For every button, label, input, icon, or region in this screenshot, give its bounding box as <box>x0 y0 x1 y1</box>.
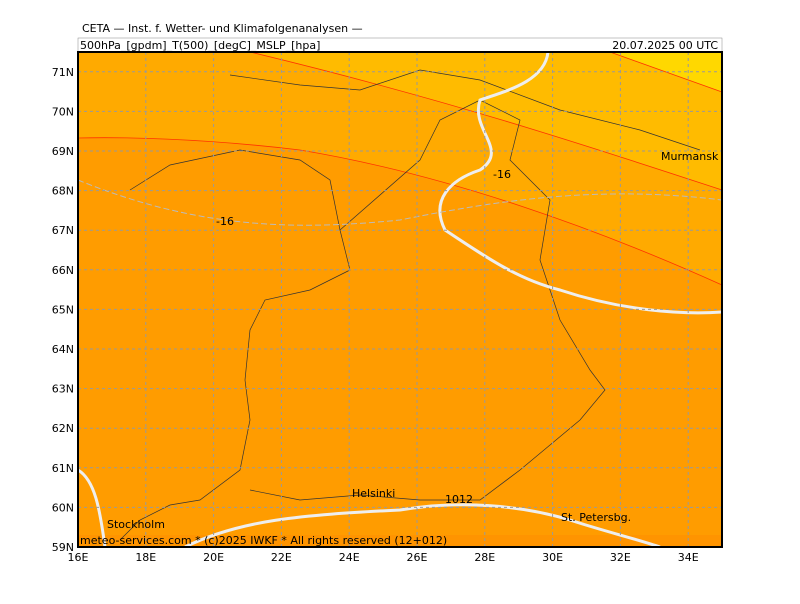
contour-label: -16 <box>216 215 234 228</box>
pressure-contour <box>77 468 661 549</box>
lat-label: 65N <box>52 303 74 316</box>
lat-label: 70N <box>52 105 74 118</box>
lon-label: 30E <box>542 551 563 564</box>
credit: meteo-services.com * (c)2025 IWKF * All … <box>80 534 447 547</box>
lat-label: 66N <box>52 264 74 277</box>
lon-label: 34E <box>678 551 699 564</box>
contour-label: 1012 <box>445 493 473 506</box>
band-3 <box>250 52 722 190</box>
lat-label: 69N <box>52 145 74 158</box>
lon-label: 26E <box>407 551 428 564</box>
city-label: St. Petersbg. <box>561 511 631 524</box>
lat-label: 60N <box>52 501 74 514</box>
labels: 59N 60N 61N 62N 63N 64N 65N 66N 67N 68N 69N 70N 71N 1… <box>52 66 719 564</box>
lon-label: 18E <box>135 551 156 564</box>
lon-label: 20E <box>203 551 224 564</box>
isotherm <box>77 137 723 286</box>
lat-label: 62N <box>52 422 74 435</box>
city-label: Stockholm <box>107 518 165 531</box>
contour-label: -16 <box>493 168 511 181</box>
city-label: Murmansk <box>661 150 719 163</box>
city-label: Helsinki <box>352 487 395 500</box>
border <box>249 99 606 501</box>
lat-label: 71N <box>52 66 74 79</box>
lat-label: 61N <box>52 462 74 475</box>
lon-label: 22E <box>271 551 292 564</box>
lat-label: 59N <box>52 541 74 554</box>
map-area <box>77 51 723 549</box>
coastline <box>119 149 351 541</box>
grid <box>78 52 722 547</box>
frame <box>77 51 723 548</box>
lat-label: 64N <box>52 343 74 356</box>
title: CETA — Inst. f. Wetter- und Klimafolgena… <box>82 22 363 35</box>
temperature-contour <box>77 179 723 226</box>
valid-time: 20.07.2025 00 UTC <box>612 39 718 52</box>
geopotential-contour <box>438 51 723 315</box>
lon-label: 28E <box>474 551 495 564</box>
band-low <box>78 535 722 547</box>
lat-label: 68N <box>52 185 74 198</box>
coastline <box>229 69 701 151</box>
isotherm <box>249 51 723 191</box>
lat-label: 63N <box>52 383 74 396</box>
lat-label: 67N <box>52 224 74 237</box>
parameters: 500hPa_[gpdm]_T(500)_[degC]_MSLP_[hpa] <box>80 39 320 52</box>
lon-label: 32E <box>610 551 631 564</box>
lon-label: 16E <box>68 551 89 564</box>
lon-label: 24E <box>339 551 360 564</box>
